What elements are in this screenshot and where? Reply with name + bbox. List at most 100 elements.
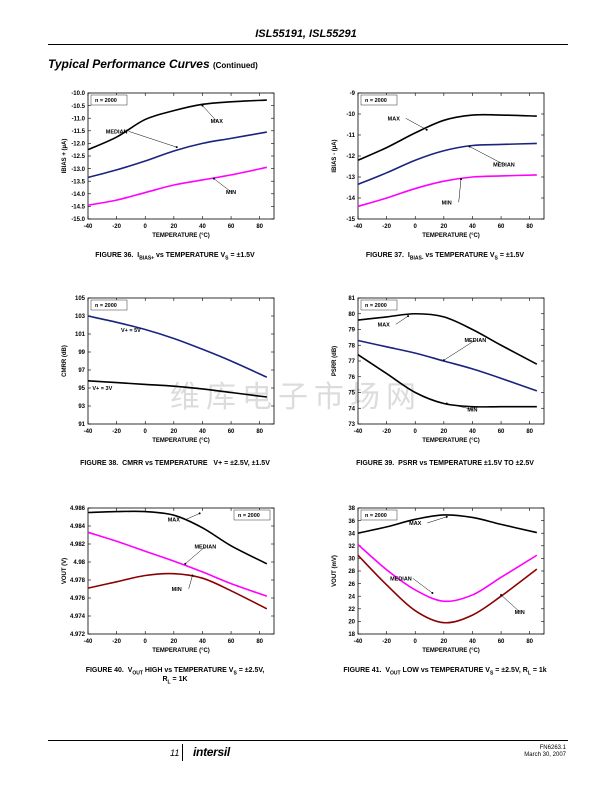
x-tick-label: 60: [498, 639, 505, 645]
chart-fig37: -9 -10 -11 -12 -13 -14 -15-40 -20 0 20 40 60 80 TEMPE…: [332, 91, 545, 239]
y-tick-label: 4.976: [70, 596, 86, 602]
y-tick-label: 4.984: [70, 524, 86, 530]
y-tick-label: 103: [75, 314, 86, 320]
series-line-min: [87, 572, 268, 610]
x-tick-label: -20: [112, 639, 121, 645]
series-line-median: [87, 531, 268, 597]
label-arrowhead: [425, 128, 428, 131]
chart-fig36: -10.0 -10.5 -11.0 -11.5 -12.0 -12.5 -13.0 -13.5…: [62, 91, 275, 239]
n-label-box: [360, 509, 398, 521]
curve-label: V+ = 5V: [121, 328, 141, 334]
y-tick-label: -14: [346, 196, 355, 202]
n-label: n = 2000: [238, 513, 260, 519]
label-arrow: [427, 516, 447, 524]
footer-docinfo: FN6263.1 March 30, 2007: [524, 745, 566, 759]
y-tick-label: 76: [348, 375, 355, 381]
caption-fig40: FIGURE 40. VOUT HIGH vs TEMPERATURE VS =…: [85, 667, 265, 686]
label-arrow: [128, 131, 177, 148]
chart-fig41: 38 36 34 32 30 28 26 24 22 20 18-40 -20 0 20 40 60 80 TEM…: [332, 506, 545, 654]
plot-frame: [87, 297, 275, 425]
y-axis-label: IBIAS + (µA): [62, 139, 68, 174]
y-tick-label: -13.0: [71, 167, 85, 173]
x-tick-label: 40: [199, 429, 206, 435]
caption-fig37: FIGURE 37. IBIAS- vs TEMPERATURE VS = ±1…: [365, 252, 525, 262]
label-arrow: [458, 179, 462, 203]
label-arrowhead: [201, 104, 204, 107]
x-tick-label: -40: [84, 639, 93, 645]
y-tick-label: 99: [78, 350, 85, 356]
x-tick-label: 80: [526, 224, 533, 230]
y-tick-label: -15: [346, 217, 355, 223]
y-tick-label: 18: [348, 632, 355, 638]
label-arrow: [202, 105, 217, 122]
section-continued: (Continued): [212, 61, 258, 70]
curve-label: MEDIAN: [493, 163, 515, 169]
x-tick-label: -20: [382, 429, 391, 435]
y-tick-label: -12.0: [71, 142, 85, 148]
x-tick-label: -20: [112, 429, 121, 435]
x-tick-label: 40: [199, 224, 206, 230]
x-tick-label: 20: [171, 639, 178, 645]
series-line-min: [87, 166, 268, 206]
curve-label: MAX: [378, 322, 391, 328]
label-arrow: [469, 146, 505, 165]
series-line-median: [357, 142, 537, 186]
y-tick-label: -13.5: [71, 179, 85, 185]
y-tick-label: 24: [348, 594, 355, 600]
x-axis-label: TEMPERATURE (°C): [422, 648, 480, 654]
x-tick-label: 0: [414, 639, 418, 645]
x-tick-label: 40: [469, 429, 476, 435]
y-tick-label: -12.5: [71, 154, 85, 160]
x-tick-label: 0: [144, 224, 148, 230]
x-tick-label: 80: [256, 639, 263, 645]
n-label: n = 2000: [365, 513, 387, 519]
y-tick-label: 4.986: [70, 506, 86, 512]
label-arrow: [412, 578, 433, 594]
y-tick-label: -10.5: [71, 104, 85, 110]
x-tick-label: 20: [171, 429, 178, 435]
y-tick-label: 36: [348, 519, 355, 525]
y-axis-label: CMRR (dB): [62, 345, 68, 377]
curve-label: MIN: [172, 587, 182, 593]
x-tick-label: 0: [414, 429, 418, 435]
label-arrow: [395, 315, 409, 325]
x-tick-label: 0: [144, 429, 148, 435]
label-arrow: [213, 178, 232, 192]
y-tick-label: 75: [348, 391, 355, 397]
x-tick-label: 60: [228, 429, 235, 435]
n-label-box: [233, 509, 271, 521]
y-tick-label: 74: [348, 406, 355, 412]
label-arrowhead: [198, 512, 201, 515]
series-line-median: [357, 339, 538, 392]
label-arrowhead: [468, 145, 471, 148]
y-tick-label: 4.982: [70, 542, 86, 548]
x-tick-label: 80: [256, 224, 263, 230]
n-label-box: [360, 94, 398, 106]
label-arrow: [188, 575, 193, 589]
x-axis-label: TEMPERATURE (°C): [422, 233, 480, 239]
x-tick-label: 20: [441, 429, 448, 435]
y-tick-label: 101: [75, 332, 86, 338]
footer-separator: [182, 744, 183, 761]
doc-date: March 30, 2007: [524, 752, 566, 758]
label-arrow: [500, 594, 520, 613]
n-label: n = 2000: [95, 98, 117, 104]
n-label-box: [360, 299, 398, 311]
x-tick-label: -20: [382, 224, 391, 230]
caption-fig38: FIGURE 38. CMRR vs TEMPERATURE V+ = ±2.5…: [80, 460, 270, 467]
series-line-max: [357, 514, 538, 534]
x-tick-label: 0: [414, 224, 418, 230]
x-tick-label: 60: [498, 429, 505, 435]
page-header-title: ISL55191, ISL55291: [255, 28, 357, 40]
series-line-max: [87, 99, 267, 151]
series-line-median: [357, 543, 538, 603]
caption-fig39: FIGURE 39. PSRR vs TEMPERATURE ±1.5V TO …: [356, 460, 534, 467]
label-arrowhead: [184, 562, 187, 565]
section-title: Typical Performance Curves (Continued): [48, 57, 258, 71]
y-tick-label: 79: [348, 328, 355, 334]
label-arrowhead: [445, 402, 448, 405]
label-arrowhead: [445, 515, 448, 518]
y-axis-label: VOUT (V): [62, 558, 68, 584]
y-tick-label: 73: [348, 422, 355, 428]
x-tick-label: 40: [469, 224, 476, 230]
